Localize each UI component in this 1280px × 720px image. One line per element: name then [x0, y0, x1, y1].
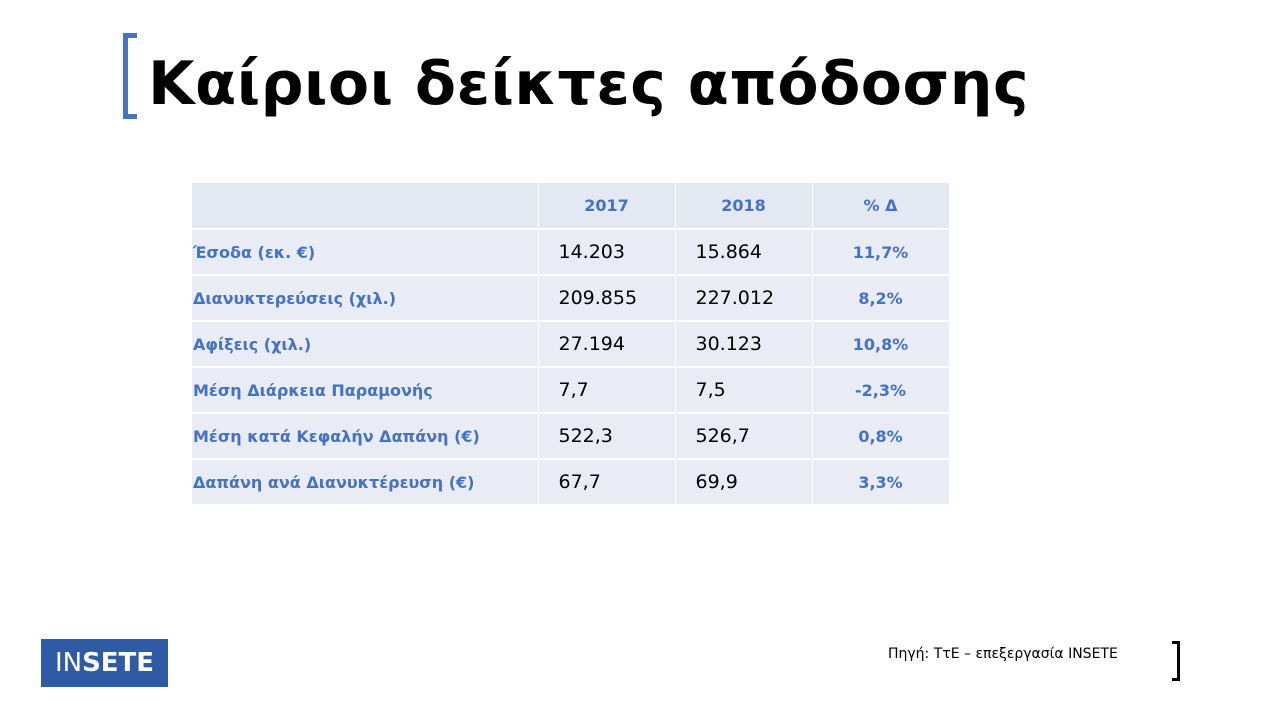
- value-2018: 526,7: [675, 413, 813, 460]
- value-2017: 7,7: [538, 367, 676, 414]
- value-2017: 27.194: [538, 321, 676, 368]
- table-row: Αφίξεις (χιλ.) 27.194 30.123 10,8%: [192, 321, 950, 368]
- value-change: 11,7%: [812, 229, 950, 276]
- row-label: Έσοδα (εκ. €): [192, 229, 539, 276]
- value-change: 0,8%: [812, 413, 950, 460]
- value-2017: 209.855: [538, 275, 676, 322]
- header-percent-change: % Δ: [812, 183, 950, 230]
- value-2018: 15.864: [675, 229, 813, 276]
- value-change: 3,3%: [812, 459, 950, 506]
- table-row: Έσοδα (εκ. €) 14.203 15.864 11,7%: [192, 229, 950, 276]
- logo-text-sete: SETE: [82, 648, 155, 678]
- value-2018: 69,9: [675, 459, 813, 506]
- value-change: 8,2%: [812, 275, 950, 322]
- value-2018: 227.012: [675, 275, 813, 322]
- header-2017: 2017: [538, 183, 676, 230]
- value-2017: 522,3: [538, 413, 676, 460]
- header-2018: 2018: [675, 183, 813, 230]
- header-empty-cell: [192, 183, 539, 230]
- table-header-row: 2017 2018 % Δ: [192, 183, 950, 230]
- value-2018: 7,5: [675, 367, 813, 414]
- value-2017: 67,7: [538, 459, 676, 506]
- source-note: Πηγή: ΤτΕ – επεξεργασία INSETE: [888, 646, 1118, 662]
- insete-logo: IN SETE: [41, 639, 168, 687]
- value-2018: 30.123: [675, 321, 813, 368]
- kpi-table: 2017 2018 % Δ Έσοδα (εκ. €) 14.203 15.86…: [192, 183, 950, 506]
- row-label: Αφίξεις (χιλ.): [192, 321, 539, 368]
- value-change: -2,3%: [812, 367, 950, 414]
- page-title: Καίριοι δείκτες απόδοσης: [148, 49, 1030, 119]
- title-bracket-decoration: [123, 33, 137, 119]
- row-label: Μέση κατά Κεφαλήν Δαπάνη (€): [192, 413, 539, 460]
- source-bracket-decoration: [1172, 641, 1180, 681]
- row-label: Διανυκτερεύσεις (χιλ.): [192, 275, 539, 322]
- logo-text-in: IN: [54, 648, 83, 678]
- table-row: Διανυκτερεύσεις (χιλ.) 209.855 227.012 8…: [192, 275, 950, 322]
- table-row: Μέση κατά Κεφαλήν Δαπάνη (€) 522,3 526,7…: [192, 413, 950, 460]
- value-change: 10,8%: [812, 321, 950, 368]
- value-2017: 14.203: [538, 229, 676, 276]
- row-label: Μέση Διάρκεια Παραμονής: [192, 367, 539, 414]
- row-label: Δαπάνη ανά Διανυκτέρευση (€): [192, 459, 539, 506]
- table-row: Δαπάνη ανά Διανυκτέρευση (€) 67,7 69,9 3…: [192, 459, 950, 506]
- table-row: Μέση Διάρκεια Παραμονής 7,7 7,5 -2,3%: [192, 367, 950, 414]
